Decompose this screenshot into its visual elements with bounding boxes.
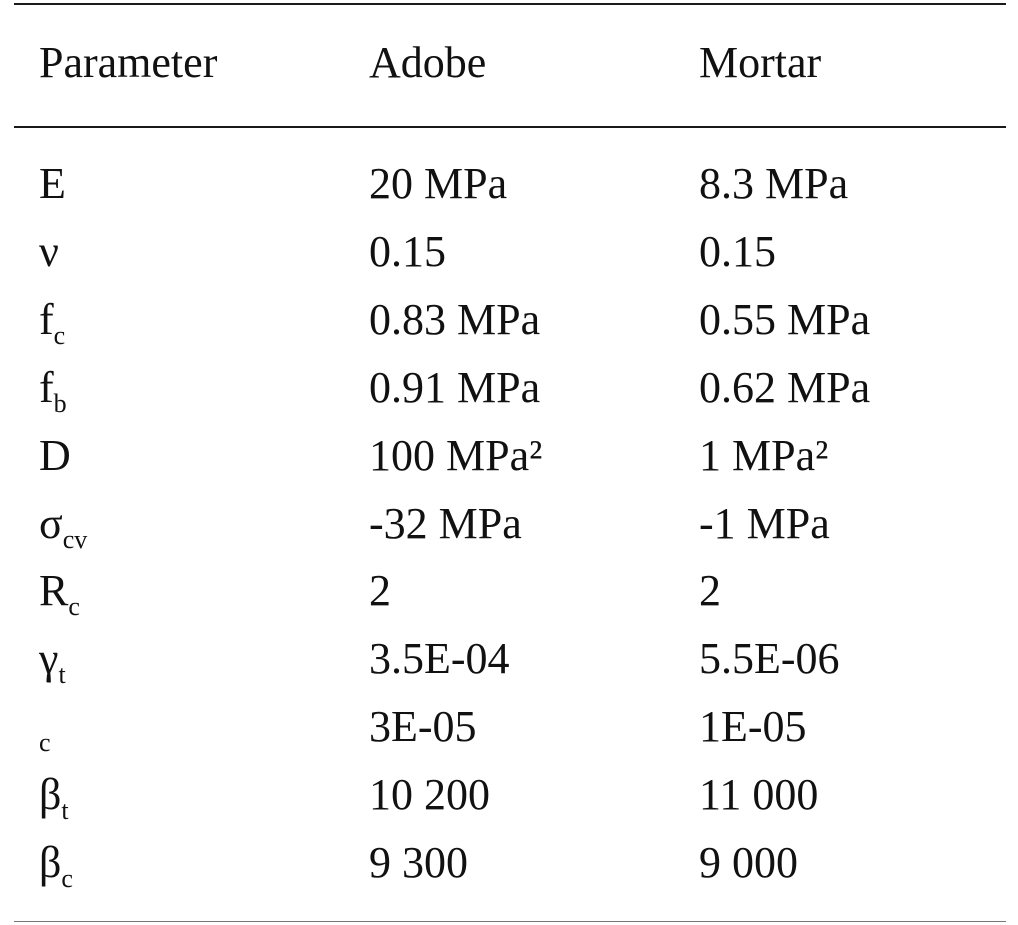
parameter-symbol-base: f — [39, 362, 54, 412]
header-mortar: Mortar — [699, 38, 822, 87]
mortar-value: 9 000 — [699, 838, 798, 887]
parameter-symbol: E — [39, 154, 66, 220]
table-row: Rc 2 2 — [14, 561, 1006, 621]
parameter-symbol-base: γ — [39, 634, 59, 684]
adobe-value: 0.15 — [369, 226, 446, 276]
adobe-value: 10 200 — [369, 770, 490, 820]
table-header-rule — [14, 126, 1006, 128]
parameter-symbol: βt — [39, 765, 69, 831]
adobe-value: 3.5E-04 — [369, 634, 510, 684]
parameter-symbol: σcv — [39, 494, 87, 560]
parameter-symbol-subscript: c — [68, 592, 80, 622]
mortar-value: 1E-05 — [699, 702, 807, 752]
mortar-value: 5.5E-06 — [699, 634, 840, 684]
parameter-symbol-base: D — [39, 430, 71, 480]
adobe-value: -32 MPa — [369, 498, 522, 548]
parameter-symbol: γt — [39, 629, 66, 695]
table-bottom-rule — [14, 921, 1006, 922]
parameter-symbol-base: f — [39, 294, 54, 344]
parameter-symbol-subscript: c — [61, 864, 73, 893]
mortar-value: 0.55 MPa — [699, 294, 871, 344]
parameter-symbol-subscript: c — [53, 320, 66, 350]
mortar-value: 1 MPa² — [699, 430, 829, 480]
mortar-value: 0.62 MPa — [699, 362, 871, 412]
table-row: E 20 MPa 8.3 MPa — [14, 154, 1006, 214]
table-top-rule — [14, 3, 1006, 5]
parameter-symbol-base: E — [39, 159, 66, 208]
parameter-symbol: Rc — [39, 561, 80, 627]
parameter-symbol-base: β — [39, 838, 62, 887]
table-row: γt 3.5E-04 5.5E-06 — [14, 629, 1006, 689]
mortar-value: 11 000 — [699, 770, 819, 820]
table-row: βc 9 300 9 000 — [14, 833, 1006, 893]
adobe-value: 9 300 — [369, 838, 468, 887]
mortar-value: 8.3 MPa — [699, 159, 849, 208]
parameter-symbol-subscript: c — [39, 728, 51, 758]
mortar-value: 2 — [699, 566, 721, 616]
adobe-value: 20 MPa — [369, 159, 508, 208]
parameter-symbol: D — [39, 426, 71, 492]
table-row: fc 0.83 MPa 0.55 MPa — [14, 290, 1006, 350]
parameter-symbol-base: R — [39, 566, 69, 616]
parameter-symbol: c — [39, 697, 51, 763]
parameter-symbol-subscript: t — [61, 796, 69, 826]
parameter-table: Parameter Adobe Mortar E 20 MPa 8.3 MPa ν 0.… — [14, 0, 1006, 925]
table-row: ν 0.15 0.15 — [14, 222, 1006, 282]
parameter-symbol: fc — [39, 290, 65, 356]
header-adobe: Adobe — [369, 38, 487, 87]
parameter-symbol: βc — [39, 833, 73, 899]
parameter-symbol: fb — [39, 358, 67, 424]
header-parameter: Parameter — [39, 38, 218, 87]
parameter-symbol-base: β — [39, 770, 62, 820]
adobe-value: 100 MPa² — [369, 430, 543, 480]
table-row: D 100 MPa² 1 MPa² — [14, 426, 1006, 486]
mortar-value: -1 MPa — [699, 498, 830, 548]
table-row: c 3E-05 1E-05 — [14, 697, 1006, 757]
table-row: fb 0.91 MPa 0.62 MPa — [14, 358, 1006, 418]
table-header-row: Parameter Adobe Mortar — [14, 33, 1006, 93]
adobe-value: 3E-05 — [369, 702, 477, 752]
adobe-value: 0.83 MPa — [369, 294, 541, 344]
parameter-symbol-base: σ — [39, 498, 63, 548]
parameter-symbol-subscript: cv — [62, 524, 88, 554]
adobe-value: 0.91 MPa — [369, 362, 541, 412]
table-row: βt 10 200 11 000 — [14, 765, 1006, 825]
parameter-symbol: ν — [39, 222, 59, 288]
parameter-symbol-subscript: t — [58, 660, 66, 690]
parameter-symbol-base: ν — [39, 226, 59, 276]
mortar-value: 0.15 — [699, 226, 776, 276]
adobe-value: 2 — [369, 566, 391, 616]
parameter-symbol-subscript: b — [53, 388, 67, 418]
table-row: σcv -32 MPa -1 MPa — [14, 494, 1006, 554]
